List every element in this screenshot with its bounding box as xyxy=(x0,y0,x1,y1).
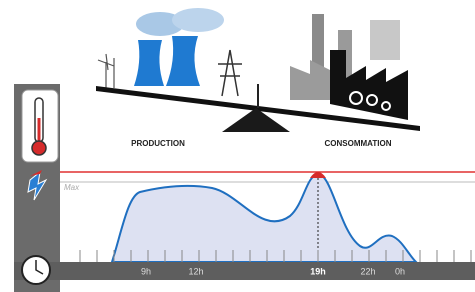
consumption-curve xyxy=(112,174,416,262)
time-label: 22h xyxy=(360,266,375,276)
clock-icon xyxy=(22,256,50,284)
time-label: 12h xyxy=(188,266,203,276)
consumption-factory xyxy=(290,14,408,120)
max-label: Max xyxy=(64,183,80,192)
time-label: 19h xyxy=(310,266,326,276)
infographic: PRODUCTION CONSOMMATION Max 9h 12h 19h 22h 0… xyxy=(0,0,475,292)
time-bar xyxy=(14,262,475,280)
peak-marker xyxy=(310,172,326,178)
production-label: PRODUCTION xyxy=(131,139,185,148)
production-plant xyxy=(98,8,242,96)
time-label: 0h xyxy=(395,266,405,276)
consumption-label: CONSOMMATION xyxy=(325,139,392,148)
time-label: 9h xyxy=(141,266,151,276)
